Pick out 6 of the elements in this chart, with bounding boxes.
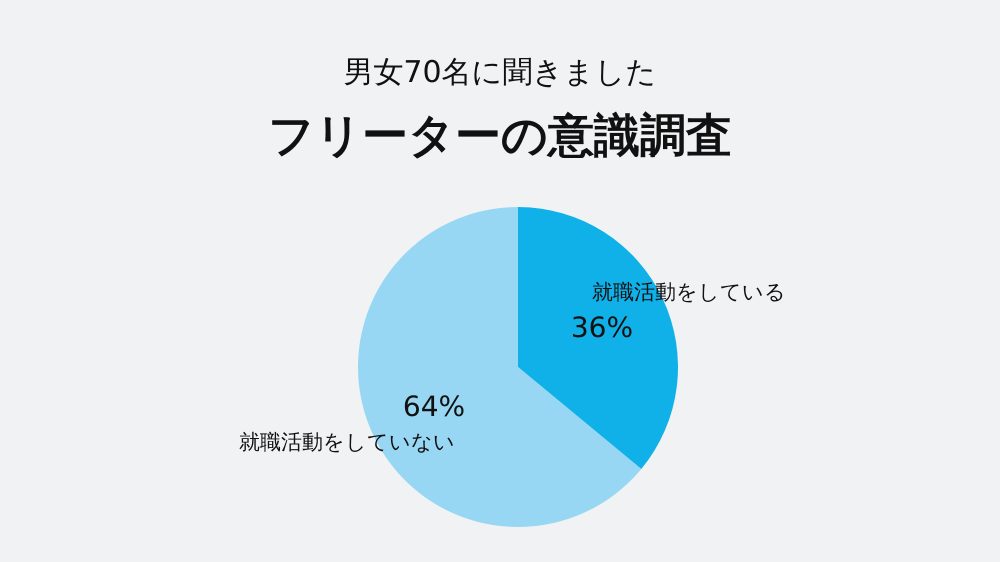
chart-subtitle: 男女70名に聞きました [342, 54, 658, 92]
slice-label: 就職活動をしていない [239, 430, 456, 454]
data-label: 36% [570, 310, 634, 344]
data-label: 64% [402, 390, 466, 424]
pie-slice [518, 207, 678, 469]
chart-title: フリーターの意識調査 [267, 107, 733, 164]
